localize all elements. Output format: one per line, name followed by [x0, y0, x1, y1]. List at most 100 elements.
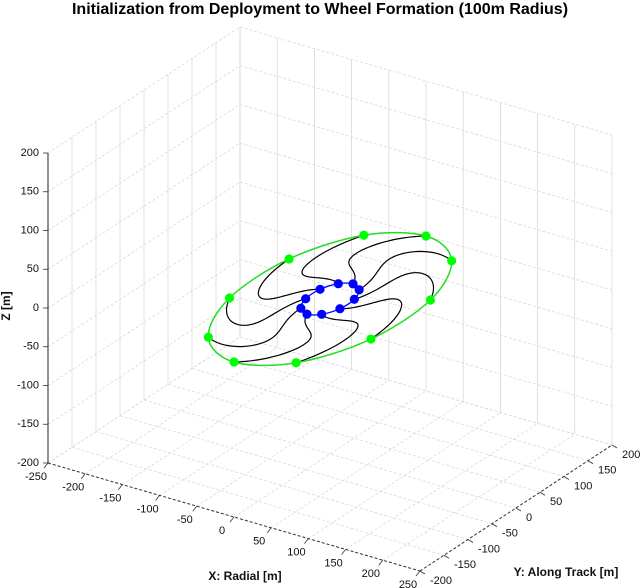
wall-gridline-z [47, 220, 241, 348]
x-tick-label: 150 [324, 557, 342, 569]
z-tick-label: -100 [17, 379, 39, 391]
wall-gridline-z [239, 181, 613, 291]
floor-gridline-y [71, 446, 445, 556]
x-tick [229, 516, 235, 523]
floor-gridline-y [119, 415, 493, 525]
formation-point [421, 231, 431, 241]
trajectory-line [358, 250, 453, 291]
x-tick-label: -150 [99, 493, 121, 505]
trajectory-line [348, 235, 427, 285]
floor-gridline-y [143, 399, 517, 509]
z-tick-label: 50 [27, 263, 39, 275]
wall-gridline-z [47, 297, 241, 425]
y-axis-line [419, 444, 613, 572]
x-tick-label: -50 [177, 514, 193, 526]
wall-gridline-z [239, 65, 613, 175]
deployment-point [333, 279, 343, 289]
y-tick [539, 491, 546, 496]
y-tick-label: -150 [454, 559, 476, 571]
deployment-point [315, 284, 325, 294]
x-tick [192, 505, 198, 512]
y-tick-label: -50 [502, 528, 518, 540]
wall-gridline-z [47, 181, 241, 309]
deployment-point [296, 303, 306, 313]
wall-gridline-z [239, 220, 613, 330]
x-tick-label: 250 [399, 579, 417, 588]
floor-gridline-x [159, 369, 352, 496]
floor-gridline-x [196, 379, 390, 507]
z-tick-label: -50 [23, 341, 39, 353]
deployment-point [349, 294, 359, 304]
x-tick [155, 495, 160, 501]
floor-gridline-x [233, 390, 427, 518]
y-tick [467, 539, 474, 543]
deployment-point [301, 294, 311, 304]
x-tick [80, 473, 86, 480]
markers [203, 230, 457, 368]
deployment-point [348, 279, 358, 289]
x-tick [43, 462, 49, 469]
y-tick [443, 554, 450, 559]
formation-rings [207, 231, 453, 367]
formation-point [425, 295, 436, 305]
deployment-point [354, 285, 364, 295]
formation-point [224, 293, 235, 303]
formation-point [291, 358, 301, 368]
y-tick [611, 444, 618, 449]
z-tick-label: 200 [21, 147, 39, 159]
floor-gridline-x [84, 347, 278, 475]
y-tick-label: 0 [526, 512, 532, 524]
y-tick-label: 50 [550, 496, 562, 508]
wall-gridline-z [239, 104, 613, 213]
x-tick-label: -200 [62, 482, 84, 494]
formation-point [203, 332, 213, 342]
formation-ring-line [207, 231, 453, 367]
deployment-point [302, 309, 312, 319]
y-tick [419, 570, 426, 575]
deployment-point [335, 304, 345, 314]
formation-point [284, 254, 294, 264]
floor-gridline-y [191, 368, 565, 477]
floor-gridline-y [215, 352, 589, 462]
y-tick-label: 150 [598, 465, 616, 477]
floor-gridline-x [122, 358, 315, 485]
wall-gridline-z [239, 336, 613, 446]
floor-gridline-x [308, 412, 501, 539]
floor-gridline-y [167, 383, 541, 493]
chart-title: Initialization from Deployment to Wheel … [71, 1, 569, 18]
wall-gridline-z [47, 142, 241, 270]
wall-gridline-z [239, 259, 613, 368]
x-axis-line [47, 462, 421, 572]
y-axis-label: Y: Along Track [m] [514, 565, 619, 579]
wall-gridline-z [47, 104, 241, 231]
x-tick-label: 0 [219, 525, 225, 537]
formation-point [229, 357, 239, 367]
y-tick-label: -100 [478, 543, 500, 555]
x-tick [266, 527, 272, 534]
z-tick-label: 150 [21, 186, 39, 198]
wall-gridline-z [47, 26, 241, 154]
z-tick-label: 0 [33, 302, 39, 314]
wall-gridline-z [47, 65, 241, 193]
axes [43, 152, 618, 577]
x-tick-label: 200 [362, 568, 380, 580]
tick-labels: -200-150-100-50050100150200-250-200-150-… [17, 147, 640, 588]
deployment-point [317, 309, 327, 319]
trajectories [207, 234, 453, 364]
x-tick-label: -250 [25, 471, 47, 483]
z-tick-label: -150 [17, 418, 39, 430]
y-tick [563, 476, 570, 480]
trajectory-line [339, 298, 403, 340]
z-axis-label: Z [m] [0, 291, 13, 320]
wall-gridline-z [239, 26, 613, 136]
z-tick-label: 100 [21, 224, 39, 236]
formation-point [359, 230, 369, 240]
floor-gridline-x [382, 433, 576, 561]
trajectory-line [301, 234, 365, 285]
wall-gridline-z [47, 259, 241, 386]
formation-point [447, 256, 457, 266]
y-tick-label: -200 [430, 575, 452, 587]
x-tick-label: -100 [137, 503, 159, 515]
y-tick [491, 523, 498, 528]
